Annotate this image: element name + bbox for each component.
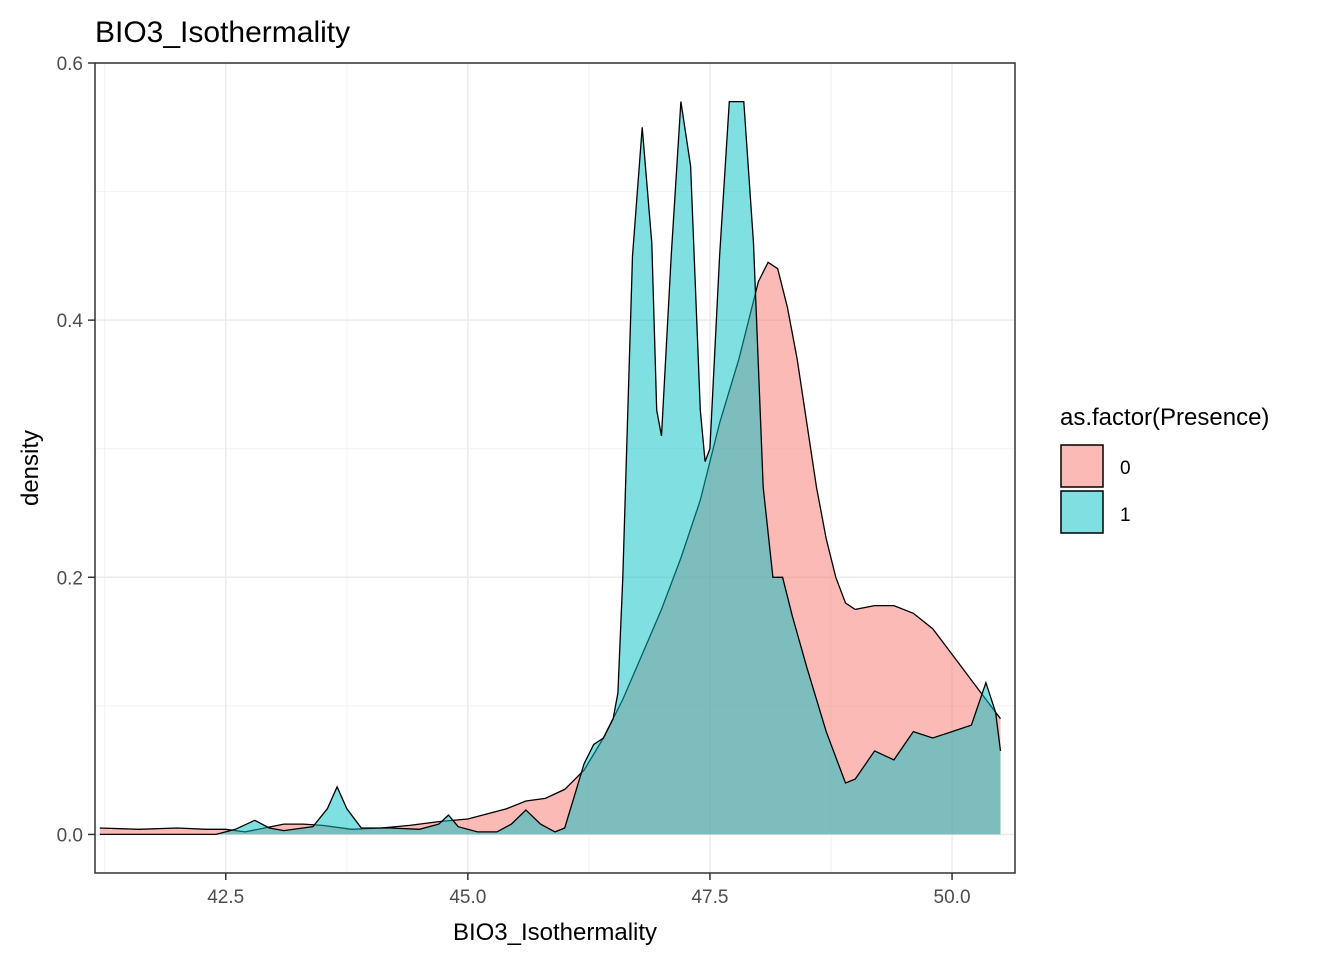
chart-title: BIO3_Isothermality (95, 16, 350, 49)
density-areas (99, 100, 1002, 836)
y-axis-ticks: 0.0 0.2 0.4 0.6 (57, 54, 95, 846)
y-tick-label: 0.2 (57, 568, 83, 589)
density-line-1 (99, 100, 1002, 836)
x-axis-ticks: 42.5 45.0 47.5 50.0 (207, 873, 971, 908)
y-axis-title: density (17, 430, 44, 506)
legend-title: as.factor(Presence) (1060, 404, 1269, 431)
x-tick-label: 47.5 (691, 887, 728, 908)
plot-border (94, 62, 1016, 874)
x-tick-label: 42.5 (207, 887, 244, 908)
legend-key-0 (1060, 444, 1104, 488)
x-tick-label: 50.0 (934, 887, 971, 908)
legend-label-0: 0 (1120, 458, 1131, 479)
x-tick-label: 45.0 (449, 887, 486, 908)
legend-label-1: 1 (1120, 505, 1131, 526)
legend-key-1 (1060, 490, 1104, 534)
y-tick-label: 0.0 (57, 825, 83, 846)
x-axis-title: BIO3_Isothermality (453, 919, 657, 946)
y-tick-label: 0.6 (57, 54, 83, 75)
y-tick-label: 0.4 (57, 311, 84, 332)
density-area-1 (99, 101, 1001, 835)
legend: as.factor(Presence) 0 1 (1060, 404, 1269, 534)
